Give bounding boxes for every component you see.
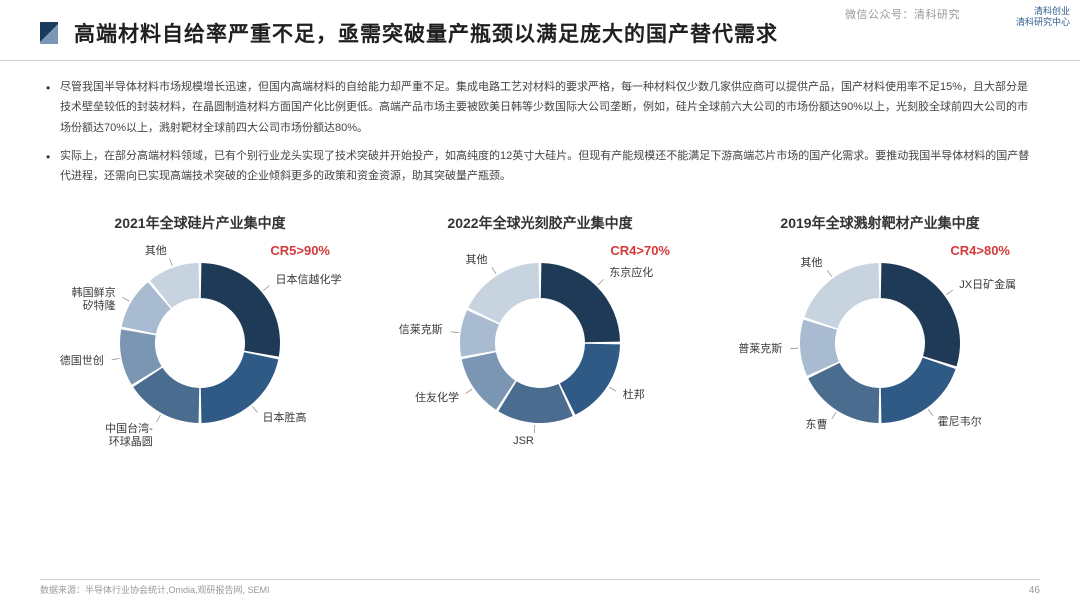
header-icon [40, 22, 58, 44]
chart-title: 2019年全球溅射靶材产业集中度 [720, 213, 1040, 233]
chart-sputter: 2019年全球溅射靶材产业集中度 CR4>80% JX日矿金属霍尼韦尔东曹普莱克… [720, 213, 1040, 443]
donut-sputter: JX日矿金属霍尼韦尔东曹普莱克斯其他 [780, 243, 980, 443]
segment-label: 东曹 [806, 419, 828, 432]
segment-label: 日本胜高 [262, 412, 306, 425]
donut-segment [560, 344, 620, 415]
footnote: 数据来源：半导体行业协会统计,Omdia,观研报告网, SEMI [40, 583, 270, 596]
watermark: 微信公众号：清科研究 [845, 6, 960, 22]
segment-label: 韩国鲜京矽特隆 [72, 287, 116, 313]
donut-segment [201, 263, 280, 357]
charts-row: 2021年全球硅片产业集中度 CR5>90% 日本信越化学日本胜高中国台湾-环球… [0, 203, 1080, 453]
logo-line: 清科创业 [1016, 6, 1070, 17]
bullet-item: 实际上，在部分高端材料领域，已有个别行业龙头实现了技术突破并开始投产，如高纯度的… [60, 146, 1030, 187]
donut-silicon: 日本信越化学日本胜高中国台湾-环球晶圆德国世创韩国鲜京矽特隆其他 [100, 243, 300, 443]
logo-line: 清科研究中心 [1016, 17, 1070, 28]
chart-silicon: 2021年全球硅片产业集中度 CR5>90% 日本信越化学日本胜高中国台湾-环球… [40, 213, 360, 443]
divider [40, 579, 1040, 580]
segment-label: 其他 [466, 254, 488, 267]
donut-segment [804, 263, 879, 328]
segment-label: 其他 [800, 257, 822, 270]
donut-segment [808, 363, 879, 423]
bullet-item: 尽管我国半导体材料市场规模增长迅速，但国内高端材料的自给能力却严重不足。集成电路… [60, 77, 1030, 138]
page-number: 46 [1029, 585, 1040, 596]
donut-segment [881, 263, 960, 366]
chart-photoresist: 2022年全球光刻胶产业集中度 CR4>70% 东京应化杜邦JSR住友化学信莱克… [380, 213, 700, 443]
segment-label: 杜邦 [623, 389, 645, 402]
chart-title: 2021年全球硅片产业集中度 [40, 213, 360, 233]
logo-block: 清科创业 清科研究中心 [1016, 6, 1070, 28]
segment-label: 日本信越化学 [276, 274, 342, 287]
bullet-list: 尽管我国半导体材料市场规模增长迅速，但国内高端材料的自给能力却严重不足。集成电路… [0, 61, 1080, 203]
segment-label: 东京应化 [609, 267, 653, 280]
segment-label: 霍尼韦尔 [938, 416, 982, 429]
chart-title: 2022年全球光刻胶产业集中度 [380, 213, 700, 233]
segment-label: 住友化学 [415, 392, 459, 405]
segment-label: 德国世创 [60, 355, 104, 368]
segment-label: 其他 [145, 245, 167, 258]
donut-segment [881, 357, 956, 422]
segment-label: 普莱克斯 [738, 343, 782, 356]
donut-segment [468, 263, 539, 323]
segment-label: JSR [513, 435, 534, 448]
donut-photoresist: 东京应化杜邦JSR住友化学信莱克斯其他 [440, 243, 640, 443]
donut-segment [541, 263, 620, 342]
segment-label: 信莱克斯 [399, 324, 443, 337]
page-title: 高端材料自给率严重不足，亟需突破量产瓶颈以满足庞大的国产替代需求 [74, 18, 778, 48]
segment-label: 中国台湾-环球晶圆 [105, 423, 153, 449]
segment-label: JX日矿金属 [959, 279, 1016, 292]
